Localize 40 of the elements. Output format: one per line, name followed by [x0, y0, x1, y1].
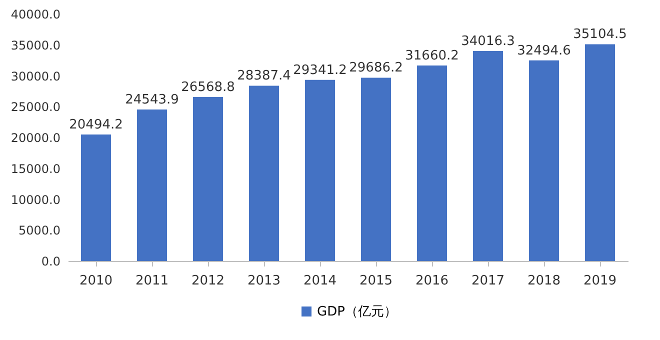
y-tick-label: 40000.0: [10, 8, 60, 22]
x-tick-label: 2017: [471, 274, 505, 288]
x-tick-label: 2012: [191, 274, 225, 288]
data-label: 34016.3: [461, 34, 515, 49]
legend-label: GDP（亿元）: [317, 304, 397, 320]
data-label: 24543.9: [125, 92, 179, 108]
bar: [137, 109, 167, 261]
data-label: 31660.2: [405, 48, 459, 64]
x-tick-label: 2011: [135, 274, 169, 288]
y-tick-label: 20000.0: [10, 131, 60, 145]
x-tick-label: 2010: [79, 274, 113, 288]
bar: [249, 86, 279, 261]
bar: [193, 96, 223, 261]
x-tick-label: 2014: [303, 274, 337, 288]
bar: [585, 44, 615, 261]
x-tick-label: 2016: [415, 274, 449, 288]
y-tick-label: 15000.0: [10, 162, 60, 176]
y-tick-label: 35000.0: [10, 38, 60, 52]
data-label: 29686.2: [349, 60, 403, 76]
x-tick-label: 2018: [527, 274, 561, 288]
bar: [305, 80, 335, 261]
bar: [417, 66, 447, 261]
bar: [529, 60, 559, 261]
x-tick-label: 2013: [247, 274, 281, 288]
bar: [361, 78, 391, 261]
x-tick-label: 2019: [583, 274, 617, 288]
y-tick-label: 10000.0: [10, 192, 60, 207]
y-tick-label: 30000.0: [10, 69, 60, 84]
y-tick-label: 5000.0: [18, 224, 60, 238]
data-label: 20494.2: [69, 117, 123, 132]
y-tick-label: 25000.0: [10, 100, 60, 114]
bar: [81, 134, 111, 261]
data-label: 26568.8: [181, 80, 235, 95]
data-label: 29341.2: [293, 62, 347, 78]
data-label: 28387.4: [237, 68, 291, 84]
bar: [473, 50, 503, 261]
y-tick-label: 0.0: [41, 254, 60, 268]
data-label: 35104.5: [573, 27, 627, 42]
data-label: 32494.6: [517, 43, 571, 58]
x-tick-label: 2015: [359, 274, 393, 288]
